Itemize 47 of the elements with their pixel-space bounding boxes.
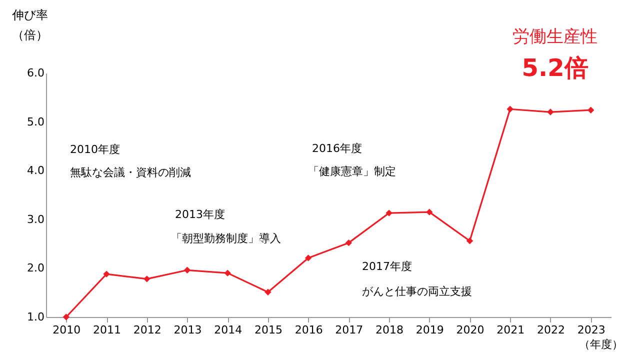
annotation: 2017年度: [362, 260, 412, 273]
annotation: 「朝型勤務制度」導入: [171, 232, 281, 245]
point: [426, 208, 433, 216]
x-tick-label: 2010: [52, 324, 81, 336]
annotation: 2013年度: [175, 208, 225, 221]
point: [62, 314, 70, 320]
x-tick-label: 2023: [577, 324, 606, 336]
point: [506, 106, 514, 112]
x-tick-label: 2021: [496, 324, 525, 336]
point: [224, 270, 231, 276]
x-tick-label: 2014: [214, 324, 242, 336]
point: [103, 270, 110, 278]
x-tick-label: 2017: [335, 324, 364, 336]
point: [345, 239, 352, 246]
x-tick-label: 2012: [133, 324, 162, 336]
point: [264, 288, 272, 296]
x-tick-label: 2019: [416, 324, 444, 336]
y-tick-label: 2.0: [27, 262, 44, 275]
annotation: 「健康憲章」制定: [308, 165, 396, 178]
annotation: 無駄な会議・資料の削減: [70, 166, 191, 179]
text: 労働生産性: [512, 27, 598, 47]
annotation: がんと仕事の両立支援: [362, 285, 472, 298]
x-tick-label: 2018: [376, 324, 404, 336]
x-tick-label: 2015: [254, 324, 282, 336]
y-tick-label: 1.0: [27, 310, 44, 324]
y-tick-label: 5.0: [27, 115, 44, 128]
x-tick-label: 2016: [294, 324, 323, 336]
x-tick-label: 2020: [456, 324, 484, 336]
point: [386, 210, 392, 216]
annotation: 2016年度: [312, 142, 362, 155]
point: [587, 106, 594, 114]
point: [144, 276, 150, 282]
text: （倍）: [12, 28, 48, 42]
annotation: 5.2倍: [522, 54, 588, 82]
point: [304, 254, 312, 262]
y-tick-label: 4.0: [27, 164, 44, 178]
y-axis-title: 伸び率: [11, 8, 48, 22]
x-tick-label: 2011: [93, 324, 122, 336]
x-axis-title: （年度）: [579, 338, 623, 351]
x-tick-label: 2013: [174, 324, 202, 336]
x-tick-label: 2022: [536, 324, 565, 336]
point: [547, 108, 554, 116]
y-tick-label: 6.0: [27, 66, 44, 80]
y-tick-label: 3.0: [27, 212, 44, 226]
point: [184, 266, 191, 274]
point: [466, 238, 474, 244]
annotation: 2010年度: [70, 143, 120, 156]
